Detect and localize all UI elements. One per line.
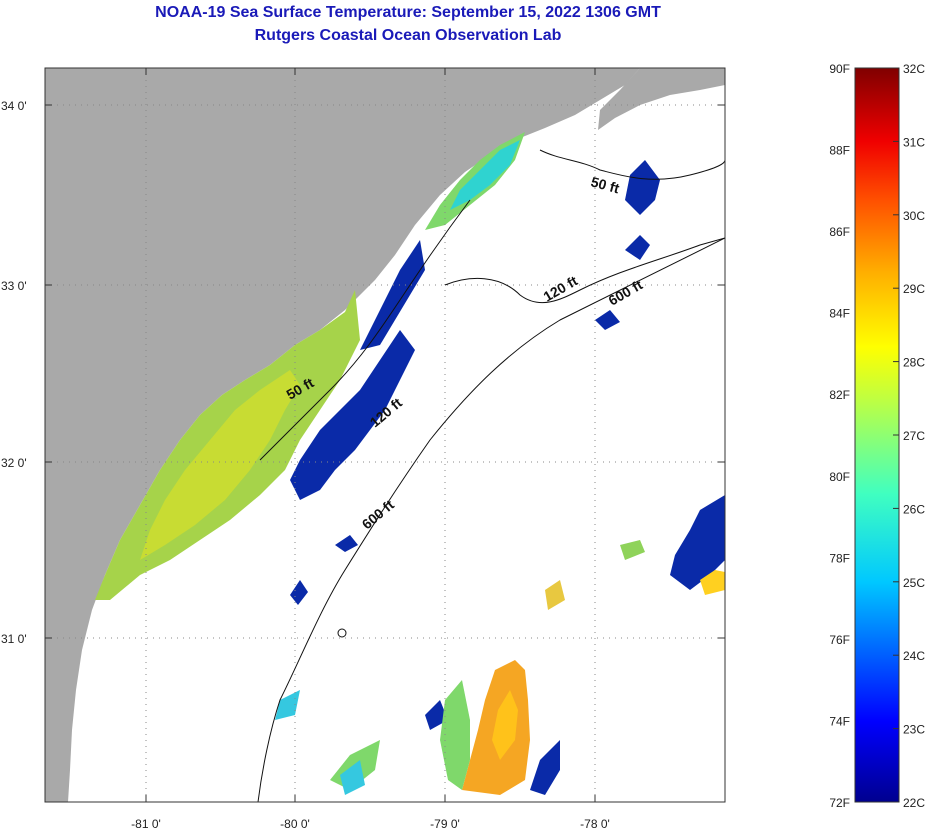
map-subtitle: Rutgers Coastal Ocean Observation Lab: [254, 27, 562, 44]
lon-label-78: -78 0': [580, 817, 610, 831]
map-frame: [44, 67, 726, 803]
lat-label-34: 34 0': [1, 99, 27, 113]
land-mass: [45, 68, 640, 802]
land-mass-east: [598, 68, 725, 130]
lon-label-80: -80 0': [280, 817, 310, 831]
lat-label-32: 32 0': [1, 456, 27, 470]
contour-label-120ft-north: 120 ft: [541, 272, 581, 304]
contour-label-50ft-north: 50 ft: [589, 173, 621, 196]
lon-label-81: -81 0': [131, 817, 161, 831]
nearshore-cyan: [450, 140, 520, 210]
lat-label-33: 33 0': [1, 279, 27, 293]
lon-label-79: -79 0': [430, 817, 460, 831]
isobaths: [257, 149, 725, 802]
map-title: NOAA-19 Sea Surface Temperature: Septemb…: [155, 4, 661, 21]
contour-label-600ft-north: 600 ft: [606, 276, 646, 308]
axis-ticks: [45, 68, 725, 802]
nearshore-sst-warm: [140, 370, 300, 560]
warm-eddy-core: [492, 690, 518, 760]
lat-label-31: 31 0': [1, 632, 27, 646]
cool-patches: [290, 160, 725, 795]
eddy-fringe: [440, 680, 470, 790]
offshore-patches: [275, 540, 725, 795]
grid: [45, 68, 725, 802]
contour-label-600ft-south: 600 ft: [359, 496, 398, 532]
